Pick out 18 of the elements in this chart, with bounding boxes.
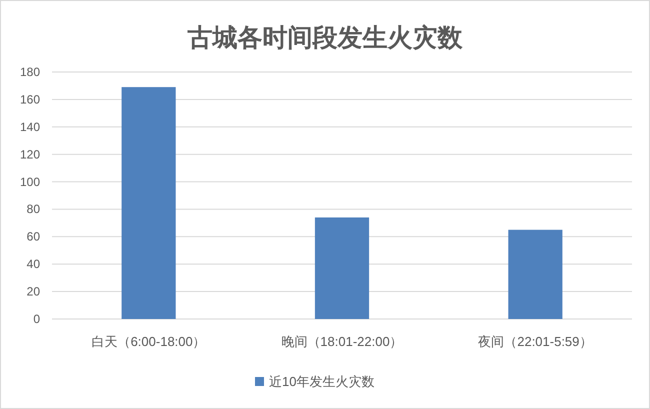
y-tick-label: 160 (20, 92, 40, 106)
x-tick-label: 白天（6:00-18:00） (92, 334, 206, 349)
y-tick-label: 100 (20, 174, 40, 189)
bar (122, 87, 176, 319)
y-tick-label: 0 (33, 312, 40, 326)
y-tick-label: 120 (20, 147, 40, 162)
y-tick-label: 40 (26, 257, 40, 272)
y-tick-label: 180 (20, 65, 40, 79)
bar (314, 217, 370, 319)
y-tick-label: 20 (26, 284, 40, 299)
y-tick-label: 60 (26, 230, 40, 244)
bar (508, 230, 562, 319)
chart-title: 古城各时间段发生火灾数 (186, 23, 464, 52)
y-tick-label: 140 (20, 120, 40, 134)
y-tick-label: 80 (26, 202, 40, 216)
x-tick-label: 晚间（18:01-22:00） (281, 334, 403, 349)
x-tick-label: 夜间（22:01-5:59） (478, 334, 592, 349)
legend-label: 近10年发生火灾数 (269, 374, 374, 389)
